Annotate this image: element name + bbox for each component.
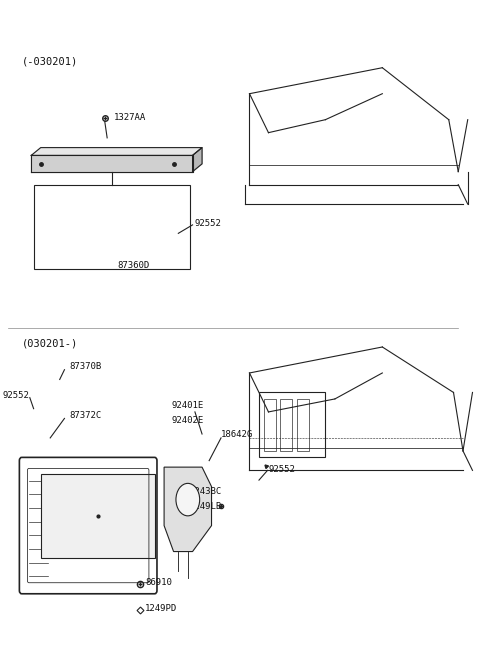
Text: 1249PD: 1249PD: [145, 603, 178, 612]
Text: 1243BC: 1243BC: [190, 487, 222, 496]
Bar: [264, 399, 276, 451]
Bar: [297, 399, 309, 451]
Text: 92552: 92552: [3, 391, 30, 400]
Bar: [259, 392, 325, 457]
Bar: [41, 474, 155, 558]
Polygon shape: [192, 147, 202, 172]
Text: 87370B: 87370B: [69, 362, 101, 371]
Polygon shape: [31, 155, 192, 172]
Bar: [34, 185, 190, 269]
Polygon shape: [31, 147, 202, 155]
Text: 87372C: 87372C: [69, 411, 101, 420]
Text: (030201-): (030201-): [22, 339, 78, 348]
Text: 1327AA: 1327AA: [114, 113, 146, 122]
Text: 87360D: 87360D: [117, 261, 149, 271]
Text: 92401E: 92401E: [171, 401, 204, 410]
Polygon shape: [164, 467, 212, 552]
Bar: [280, 399, 292, 451]
Text: (-030201): (-030201): [22, 56, 78, 66]
Text: 86910: 86910: [145, 578, 172, 587]
Circle shape: [176, 483, 200, 516]
Text: 92552: 92552: [195, 219, 222, 228]
Text: 92552: 92552: [268, 464, 295, 474]
Text: 1249LB: 1249LB: [190, 502, 222, 511]
Text: 18642G: 18642G: [221, 430, 253, 439]
Text: 92402E: 92402E: [171, 416, 204, 425]
